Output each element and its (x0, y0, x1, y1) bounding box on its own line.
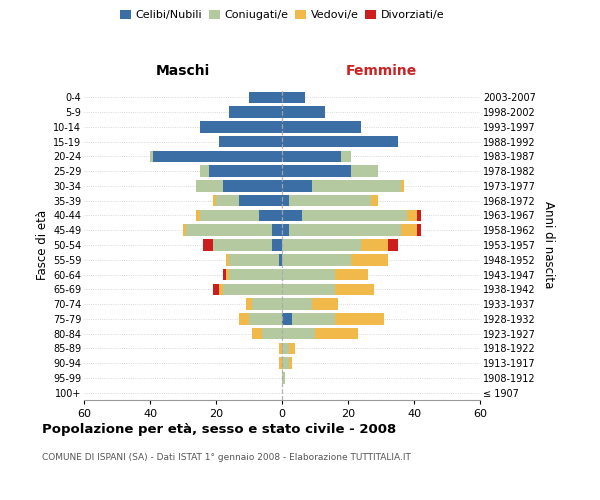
Bar (229, 254, 278, 266)
Bar (282, 342, 289, 354)
Bar (150, 150, 154, 162)
Bar (282, 92, 305, 103)
Bar (282, 328, 315, 340)
Bar (216, 195, 239, 206)
Bar (223, 284, 282, 295)
Bar (213, 284, 220, 295)
Bar (282, 150, 341, 162)
Text: Maschi: Maschi (156, 64, 210, 78)
Bar (196, 210, 199, 221)
Text: Femmine: Femmine (346, 64, 416, 78)
Bar (407, 210, 418, 221)
Bar (196, 180, 223, 192)
Bar (302, 210, 407, 221)
Bar (282, 166, 352, 177)
Text: COMUNE DI ISPANI (SA) - Dati ISTAT 1° gennaio 2008 - Elaborazione TUTTITALIA.IT: COMUNE DI ISPANI (SA) - Dati ISTAT 1° ge… (42, 452, 411, 462)
Bar (289, 342, 295, 354)
Bar (220, 284, 223, 295)
Bar (199, 121, 282, 132)
Bar (249, 92, 282, 103)
Bar (335, 284, 374, 295)
Bar (226, 269, 229, 280)
Bar (282, 195, 289, 206)
Y-axis label: Anni di nascita: Anni di nascita (542, 202, 555, 288)
Bar (252, 328, 262, 340)
Bar (278, 254, 282, 266)
Bar (272, 224, 282, 236)
Bar (418, 224, 421, 236)
Bar (278, 342, 282, 354)
Bar (341, 150, 351, 162)
Bar (289, 195, 371, 206)
Bar (223, 180, 282, 192)
Bar (253, 298, 282, 310)
Bar (282, 239, 361, 251)
Bar (209, 166, 282, 177)
Bar (187, 224, 272, 236)
Bar (371, 195, 378, 206)
Bar (278, 358, 282, 369)
Bar (282, 313, 292, 324)
Y-axis label: Fasce di età: Fasce di età (35, 210, 49, 280)
Bar (312, 180, 401, 192)
Bar (401, 180, 404, 192)
Bar (246, 298, 253, 310)
Bar (292, 313, 335, 324)
Bar (282, 254, 352, 266)
Bar (289, 358, 292, 369)
Bar (388, 239, 398, 251)
Bar (282, 106, 325, 118)
Bar (239, 195, 282, 206)
Bar (226, 254, 229, 266)
Bar (282, 298, 312, 310)
Bar (239, 313, 249, 324)
Legend: Celibi/Nubili, Coniugati/e, Vedovi/e, Divorziati/e: Celibi/Nubili, Coniugati/e, Vedovi/e, Di… (115, 6, 449, 25)
Bar (282, 210, 302, 221)
Bar (418, 210, 421, 221)
Bar (223, 269, 226, 280)
Bar (312, 298, 338, 310)
Text: Popolazione per età, sesso e stato civile - 2008: Popolazione per età, sesso e stato civil… (42, 422, 396, 436)
Bar (183, 224, 187, 236)
Bar (282, 121, 361, 132)
Bar (220, 136, 282, 147)
Bar (213, 239, 272, 251)
Bar (335, 313, 385, 324)
Bar (352, 254, 388, 266)
Bar (259, 210, 282, 221)
Bar (229, 106, 282, 118)
Bar (282, 224, 289, 236)
Bar (282, 372, 286, 384)
Bar (199, 210, 259, 221)
Bar (282, 180, 312, 192)
Bar (282, 284, 335, 295)
Bar (262, 328, 282, 340)
Bar (249, 313, 282, 324)
Bar (154, 150, 282, 162)
Bar (352, 166, 378, 177)
Bar (203, 239, 212, 251)
Bar (282, 136, 398, 147)
Bar (282, 269, 335, 280)
Bar (289, 224, 401, 236)
Bar (282, 358, 289, 369)
Bar (272, 239, 282, 251)
Bar (199, 166, 209, 177)
Bar (229, 269, 282, 280)
Bar (212, 195, 216, 206)
Bar (361, 239, 388, 251)
Bar (335, 269, 368, 280)
Bar (401, 224, 418, 236)
Bar (315, 328, 358, 340)
